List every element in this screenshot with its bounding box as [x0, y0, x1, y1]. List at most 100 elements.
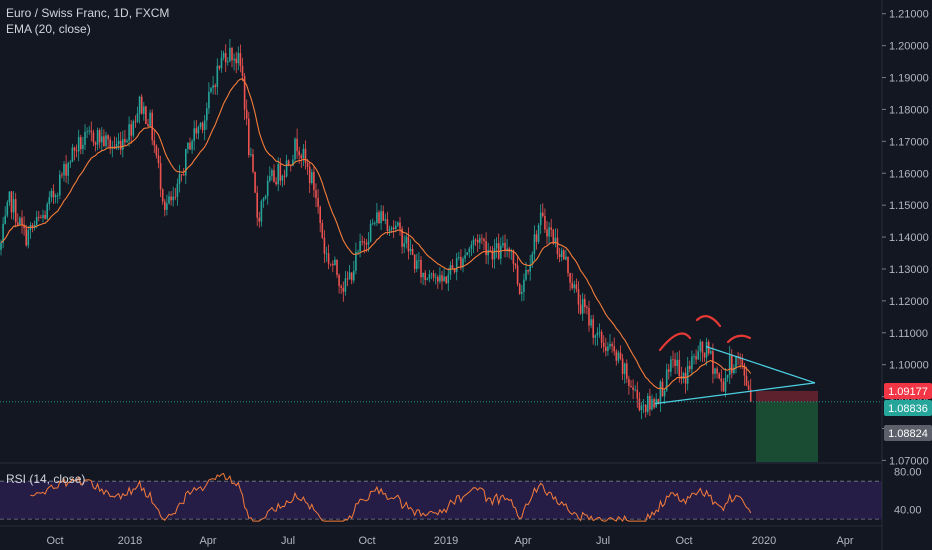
target-price-tag [884, 424, 932, 441]
triangle-lower-trendline[interactable] [654, 382, 816, 405]
candle-body [315, 190, 317, 199]
y-tick-label: 1.11000 [889, 328, 928, 340]
candle-body [726, 374, 729, 378]
candle-body [6, 202, 9, 216]
candle-body [420, 259, 422, 278]
candle-body [252, 154, 254, 172]
candle-body [703, 352, 706, 358]
candle-body [569, 273, 571, 283]
y-tick-label: 1.17000 [889, 136, 929, 148]
candle-body [27, 230, 30, 246]
candle-body [470, 244, 473, 249]
candle-body [663, 390, 666, 397]
candle-body [329, 263, 332, 265]
target-price-tag-text: 1.08824 [888, 428, 928, 440]
take-profit-zone [756, 401, 818, 462]
candle-body [363, 241, 366, 244]
candle-body [296, 138, 298, 152]
candle-body [407, 236, 410, 252]
candle-body [218, 65, 221, 69]
candle-body [111, 146, 114, 148]
candle-body [164, 201, 166, 210]
candle-body [495, 243, 498, 249]
candle-body [558, 254, 561, 257]
left-shoulder-arc[interactable] [658, 332, 692, 352]
candle-body [86, 131, 88, 133]
candle-body [584, 298, 586, 308]
candle-body [581, 298, 584, 314]
candle-body [705, 341, 708, 358]
candle-body [151, 112, 153, 141]
time-axis[interactable]: Oct 2018 Apr Jul Oct 2019 Apr Jul Oct 2020 Apr [46, 535, 853, 547]
x-tick-label: Jul [281, 535, 295, 547]
candle-body [651, 399, 653, 410]
candle-body [279, 164, 282, 181]
candle-body [401, 228, 403, 247]
candle-body [665, 369, 668, 391]
candle-body [23, 224, 25, 229]
candle-body [491, 250, 494, 260]
candle-body [510, 250, 513, 252]
candle-body [327, 253, 330, 264]
head-arc[interactable] [695, 315, 722, 328]
candle-body [212, 85, 214, 88]
candle-body [197, 126, 200, 134]
candle-body [31, 225, 34, 228]
candle-body [346, 278, 349, 280]
candle-body [668, 369, 670, 372]
candle-body [518, 283, 521, 294]
candle-body [42, 215, 44, 218]
candle-body [676, 359, 678, 367]
candle-body [466, 252, 468, 256]
candle-body [220, 57, 223, 69]
candle-body [609, 344, 611, 347]
candle-body [128, 124, 130, 141]
candle-body [523, 279, 525, 292]
candle-body [493, 248, 496, 260]
candle-body [678, 359, 681, 377]
candle-body [40, 217, 42, 218]
candle-body [537, 225, 540, 242]
candle-body [214, 85, 216, 87]
candle-body [292, 159, 294, 166]
candle-body [416, 260, 418, 269]
candle-body [485, 241, 487, 256]
candle-body [422, 272, 424, 278]
candle-body [531, 253, 534, 265]
candle-body [266, 180, 269, 197]
candle-body [481, 238, 483, 240]
candle-body [178, 174, 181, 184]
y-tick-label: 1.16000 [889, 168, 929, 180]
candle-body [117, 140, 120, 145]
candle-body [710, 351, 712, 354]
x-tick-label: Oct [358, 535, 375, 547]
x-tick-label: Oct [675, 535, 692, 547]
candle-body [514, 263, 517, 266]
candle-body [596, 332, 599, 336]
candle-body [384, 219, 387, 221]
candle-body [613, 346, 615, 352]
candle-body [428, 274, 431, 279]
candle-body [516, 265, 519, 284]
right-shoulder-arc[interactable] [726, 334, 752, 344]
candle-body [376, 212, 378, 223]
candle-body [359, 241, 361, 252]
candle-body [464, 255, 466, 259]
candle-body [130, 124, 132, 136]
candle-body [640, 405, 643, 411]
candle-body [269, 176, 271, 181]
candle-body [260, 201, 263, 222]
candle-body [722, 381, 725, 392]
candle-body [174, 196, 177, 198]
candle-body [718, 373, 720, 379]
candle-body [544, 216, 546, 230]
triangle-upper-trendline[interactable] [705, 345, 816, 384]
candle-body [724, 377, 727, 392]
candle-body [321, 222, 324, 238]
rsi-label: RSI (14, close) [6, 472, 86, 486]
candle-body [182, 174, 185, 176]
candle-body [98, 130, 101, 143]
candle-body [697, 351, 699, 360]
